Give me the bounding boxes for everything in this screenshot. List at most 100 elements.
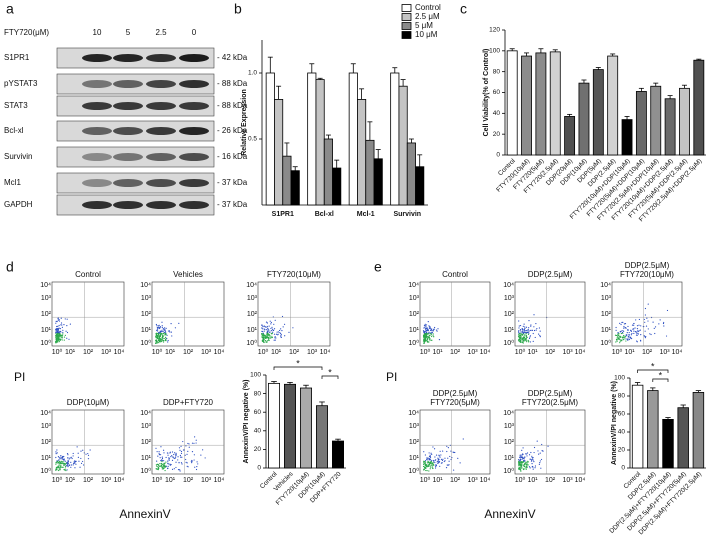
bar	[398, 85, 408, 206]
event-dot	[267, 330, 269, 333]
event-dot	[636, 325, 639, 327]
event-dot	[156, 342, 158, 344]
event-dot	[428, 464, 431, 466]
event-dot	[187, 442, 189, 445]
y-tick-label: 10⁴	[503, 410, 514, 417]
event-dot	[63, 459, 65, 461]
event-dot	[272, 329, 274, 331]
event-dot	[534, 467, 536, 469]
legend-swatch	[401, 31, 412, 39]
y-tick-label: 10¹	[41, 455, 52, 462]
event-dot	[158, 467, 160, 470]
event-dot	[61, 466, 63, 468]
event-dot	[425, 331, 428, 334]
event-dot	[521, 449, 523, 451]
event-dot	[166, 338, 168, 340]
event-dot	[522, 447, 524, 449]
event-dot	[663, 325, 665, 327]
event-dot	[427, 460, 429, 463]
event-dot	[631, 332, 633, 335]
bar	[415, 166, 425, 206]
protein-label: Mcl1	[4, 178, 21, 187]
y-tick-label: 10³	[409, 423, 420, 430]
y-tick-label: 10³	[504, 295, 515, 302]
event-dot	[623, 330, 625, 333]
event-dot	[182, 449, 185, 451]
legend-label: 2.5 μM	[415, 12, 440, 21]
event-dot	[633, 330, 635, 332]
event-dot	[430, 452, 432, 454]
event-dot	[620, 323, 622, 326]
event-dot	[425, 469, 427, 472]
event-dot	[155, 336, 157, 338]
x-tick-label: 10²	[183, 477, 194, 484]
y-tick-label: 10²	[409, 311, 420, 318]
event-dot	[432, 330, 434, 332]
x-tick-label: 10²	[450, 349, 461, 356]
event-dot	[283, 323, 286, 325]
event-dot	[264, 334, 266, 336]
event-dot	[428, 339, 431, 341]
event-dot	[521, 454, 523, 456]
event-dot	[429, 332, 431, 335]
event-dot	[429, 463, 431, 465]
event-dot	[526, 463, 529, 465]
event-dot	[268, 334, 270, 336]
event-dot	[662, 322, 665, 325]
event-dot	[262, 335, 265, 337]
event-dot	[182, 440, 184, 443]
event-dot	[74, 462, 76, 464]
event-dot	[157, 333, 160, 336]
event-dot	[520, 336, 522, 338]
event-dot	[164, 465, 167, 467]
event-dot	[519, 462, 521, 464]
event-dot	[69, 323, 71, 325]
y-tick-label: 10²	[247, 311, 258, 318]
event-dot	[540, 458, 543, 461]
event-dot	[167, 330, 170, 332]
event-dot	[79, 466, 81, 468]
event-dot	[623, 335, 625, 337]
bar	[315, 405, 328, 469]
event-dot	[526, 460, 528, 462]
event-dot	[161, 333, 163, 335]
axis-title: PI	[386, 370, 397, 384]
event-dot	[431, 453, 433, 455]
event-dot	[165, 337, 167, 339]
event-dot	[526, 336, 528, 338]
event-dot	[426, 470, 428, 472]
event-dot	[518, 465, 520, 467]
blot-band	[146, 102, 176, 110]
event-dot	[70, 461, 72, 463]
event-dot	[427, 329, 429, 332]
event-dot	[523, 338, 525, 340]
bar	[406, 142, 416, 206]
y-tick-label: 10³	[247, 295, 258, 302]
event-dot	[161, 329, 163, 331]
event-dot	[161, 325, 163, 327]
event-dot	[58, 466, 60, 468]
event-dot	[55, 341, 57, 343]
event-dot	[541, 443, 543, 446]
event-dot	[524, 334, 526, 336]
event-dot	[437, 459, 440, 461]
x-tick-label: 10²	[83, 477, 94, 484]
event-dot	[195, 439, 197, 441]
event-dot	[68, 338, 70, 340]
event-dot	[520, 470, 522, 472]
event-dot	[155, 339, 157, 341]
event-dot	[635, 332, 638, 334]
event-dot	[158, 451, 160, 453]
x-tick-label: 10⁴	[480, 349, 491, 356]
panel-label: a	[6, 1, 14, 17]
panel-label: b	[234, 1, 242, 17]
event-dot	[157, 469, 159, 471]
event-dot	[185, 458, 187, 461]
event-dot	[426, 457, 428, 459]
event-dot	[171, 459, 174, 461]
event-dot	[163, 460, 165, 462]
event-dot	[56, 340, 58, 342]
event-dot	[157, 328, 159, 330]
plot-title: DDP(10μM)	[67, 398, 110, 407]
event-dot	[435, 459, 437, 461]
